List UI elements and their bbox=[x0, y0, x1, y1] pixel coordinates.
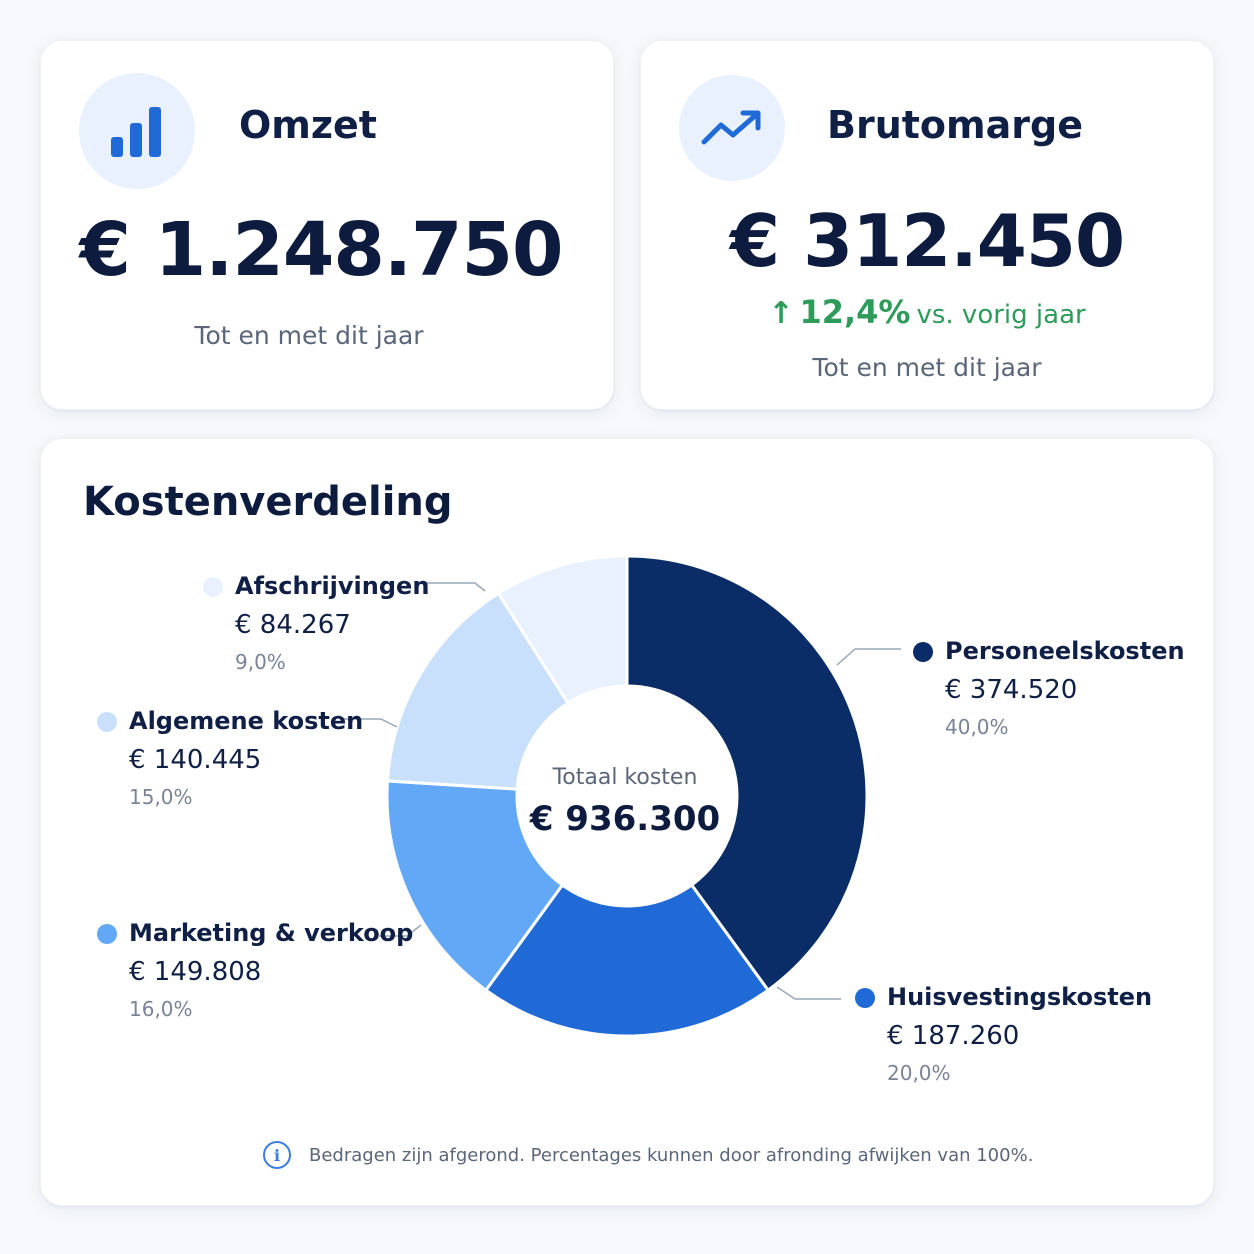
cost-donut-chart bbox=[341, 554, 901, 1038]
growth-label: vs. vorig jaar bbox=[916, 300, 1086, 330]
legend-value: € 149.808 bbox=[129, 957, 262, 987]
bar-chart-icon bbox=[111, 107, 161, 157]
donut-slice-huisvestingskosten[interactable] bbox=[483, 882, 771, 1038]
donut-center-value: € 936.300 bbox=[529, 799, 721, 839]
donut-slice-afschrijvingen[interactable] bbox=[496, 554, 629, 706]
legend-label: Algemene kosten bbox=[129, 707, 364, 735]
brutomarge-title: Brutomarge bbox=[827, 103, 1083, 147]
brutomarge-icon-circle bbox=[679, 75, 785, 181]
donut-slice-algemene-kosten[interactable] bbox=[385, 591, 571, 791]
legend-dot bbox=[97, 712, 117, 732]
legend-value: € 84.267 bbox=[235, 610, 351, 640]
leader-line-afschrijvingen bbox=[415, 582, 486, 592]
legend-percentage: 16,0% bbox=[129, 997, 193, 1021]
omzet-subtitle: Tot en met dit jaar bbox=[194, 321, 424, 350]
legend-percentage: 20,0% bbox=[887, 1061, 951, 1085]
legend-value: € 140.445 bbox=[129, 745, 262, 775]
growth-indicator: ↑ 12,4% vs. vorig jaar bbox=[641, 293, 1213, 331]
donut-center-label: Totaal kosten bbox=[552, 765, 698, 790]
legend-percentage: 40,0% bbox=[945, 715, 1009, 739]
legend-percentage: 15,0% bbox=[129, 785, 193, 809]
leader-line-algemene-kosten bbox=[341, 718, 398, 728]
donut-slice-marketing-verkoop[interactable] bbox=[385, 779, 565, 993]
brutomarge-value: € 312.450 bbox=[729, 199, 1125, 283]
leader-line-huisvestingskosten bbox=[776, 986, 841, 1000]
footnote-text: Bedragen zijn afgerond. Percentages kunn… bbox=[309, 1144, 1034, 1166]
leader-line-personeelskosten bbox=[836, 648, 901, 666]
omzet-card: Omzet € 1.248.750 Tot en met dit jaar bbox=[40, 40, 614, 410]
info-icon[interactable]: i bbox=[263, 1141, 291, 1169]
growth-percentage: 12,4% bbox=[799, 293, 911, 331]
legend-dot bbox=[203, 577, 223, 597]
legend-label: Afschrijvingen bbox=[235, 572, 430, 600]
brutomarge-card: Brutomarge € 312.450 ↑ 12,4% vs. vorig jaa… bbox=[640, 40, 1214, 410]
kostenverdeling-card: Kostenverdeling Totaal kosten € 936.300 … bbox=[40, 438, 1214, 1206]
legend-label: Personeelskosten bbox=[945, 637, 1185, 665]
legend-dot bbox=[913, 642, 933, 662]
trend-up-icon bbox=[701, 110, 761, 145]
kostenverdeling-title: Kostenverdeling bbox=[83, 479, 453, 525]
brutomarge-subtitle: Tot en met dit jaar bbox=[812, 353, 1042, 382]
omzet-title: Omzet bbox=[239, 103, 377, 147]
legend-value: € 187.260 bbox=[887, 1021, 1020, 1051]
omzet-value: € 1.248.750 bbox=[79, 207, 564, 293]
footnote: i Bedragen zijn afgerond. Percentages ku… bbox=[263, 1141, 1033, 1169]
arrow-up-icon: ↑ bbox=[768, 296, 794, 331]
donut-slice-personeelskosten[interactable] bbox=[625, 554, 869, 993]
legend-dot bbox=[97, 924, 117, 944]
legend-percentage: 9,0% bbox=[235, 650, 286, 674]
legend-value: € 374.520 bbox=[945, 675, 1078, 705]
legend-label: Marketing & verkoop bbox=[129, 919, 414, 947]
omzet-icon-circle bbox=[79, 73, 195, 189]
legend-label: Huisvestingskosten bbox=[887, 983, 1153, 1011]
leader-line-marketing-verkoop bbox=[379, 924, 422, 937]
legend-dot bbox=[855, 988, 875, 1008]
